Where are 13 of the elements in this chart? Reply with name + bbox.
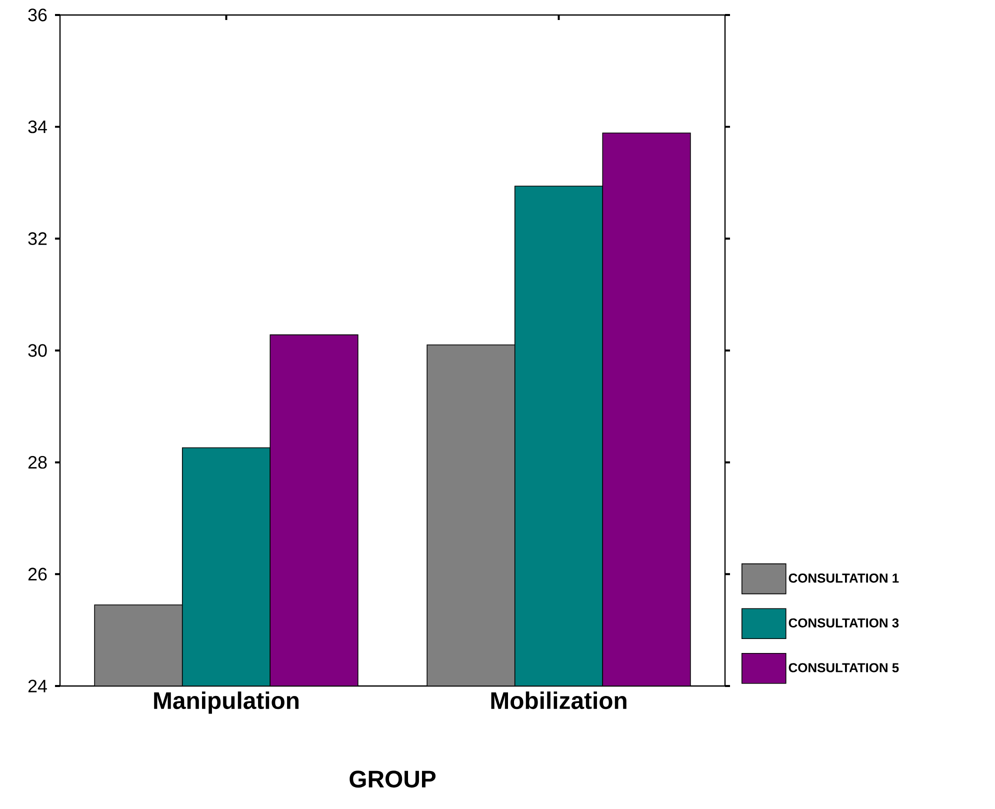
y-tick-label: 28 <box>28 456 47 469</box>
legend-label: CONSULTATION 5 <box>788 663 899 672</box>
y-tick-label: 34 <box>28 120 47 134</box>
y-tick-label: 36 <box>28 8 47 22</box>
x-tick-label: Manipulation <box>154 692 299 714</box>
legend-label: CONSULTATION 3 <box>788 618 899 628</box>
x-axis-title: GROUP <box>350 770 436 788</box>
y-tick-label: 30 <box>28 344 47 357</box>
y-tick-label: 32 <box>28 232 47 245</box>
y-tick-label: 24 <box>28 680 47 692</box>
legend-label: CONSULTATION 1 <box>788 574 899 583</box>
y-tick-label: 26 <box>28 568 47 580</box>
x-tick-label: Mobilization <box>491 692 626 710</box>
